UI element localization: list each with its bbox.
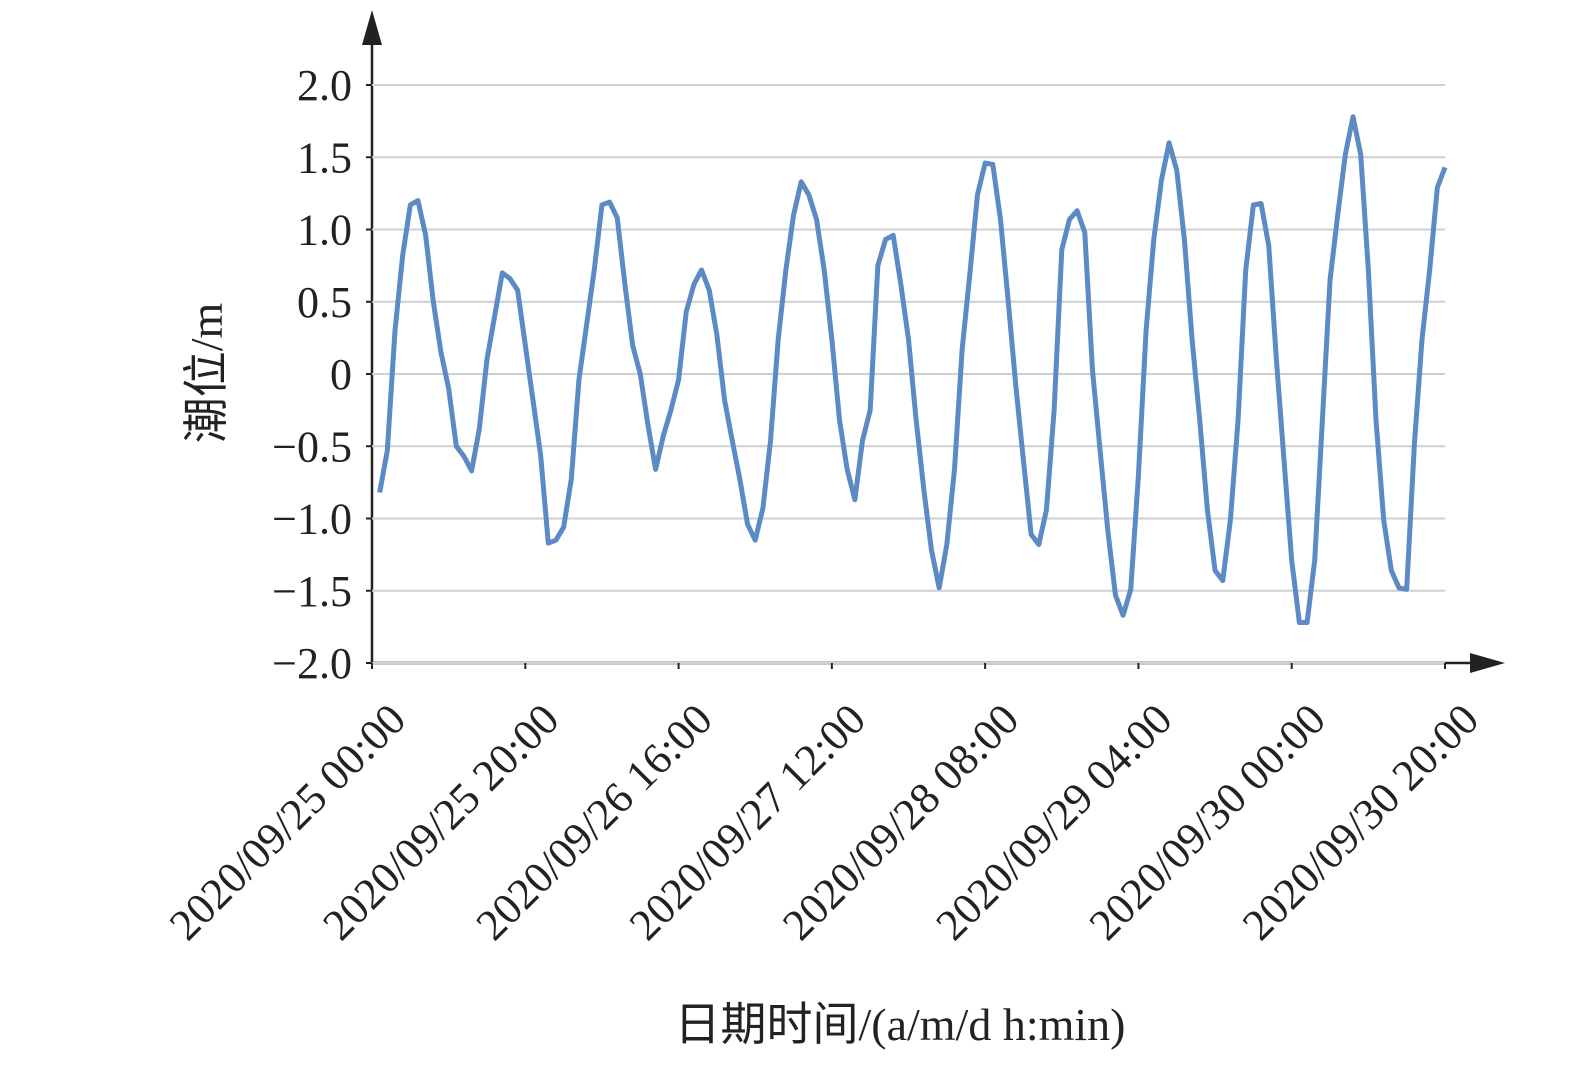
y-tick-label: −1.0 [272,495,352,544]
y-tick-label: 0.5 [297,278,352,327]
x-axis-label: 日期时间/(a/m/d h:min) [674,999,1125,1050]
y-axis-arrow [362,10,382,45]
y-tick-label: 2.0 [297,61,352,110]
y-tick-label: 1.0 [297,206,352,255]
tide-line [377,114,1448,626]
y-tick-label: −2.0 [272,639,352,688]
y-tick-label: −0.5 [272,422,352,471]
y-tick-label: 0 [330,350,352,399]
y-axis-label: 潮位/m [181,303,232,444]
x-axis-arrow [1470,653,1505,673]
y-tick-label: −1.5 [272,567,352,616]
y-tick-label: 1.5 [297,133,352,182]
